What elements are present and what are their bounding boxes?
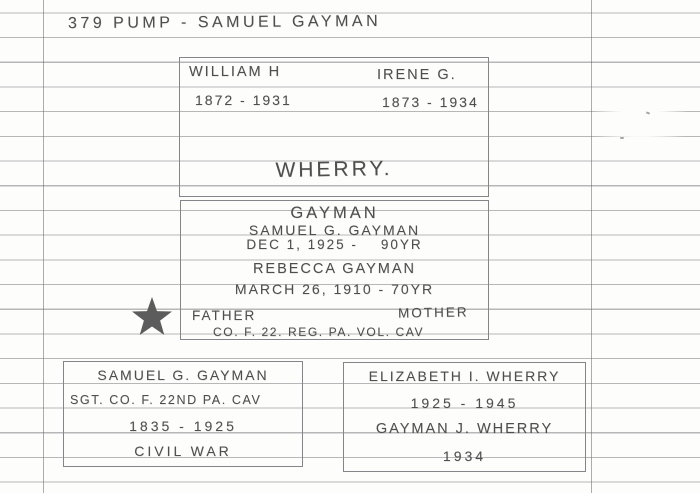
star-icon bbox=[132, 297, 172, 335]
father-label: FATHER bbox=[192, 308, 257, 323]
child1-dates: 1925 - 1945 bbox=[410, 395, 519, 411]
person1-dates: DEC 1, 1925 - 90YR bbox=[246, 237, 423, 252]
eraser-smudge bbox=[594, 88, 686, 152]
soldier-dates: 1835 - 1925 bbox=[129, 418, 237, 434]
child2-name: GAYMAN J. WHERRY bbox=[375, 421, 554, 437]
soldier-record-box: SAMUEL G. GAYMAN SGT. CO. F. 22ND PA. CA… bbox=[63, 361, 303, 467]
gayman-family-box: GAYMAN SAMUEL G. GAYMAN DEC 1, 1925 - 90… bbox=[180, 200, 489, 340]
left-margin-line bbox=[43, 0, 45, 493]
pencil-speck bbox=[620, 137, 624, 139]
soldier-unit: SGT. CO. F. 22ND PA. CAV bbox=[70, 393, 262, 407]
star-shape bbox=[132, 297, 172, 335]
family-surname: WHERRY. bbox=[275, 156, 393, 183]
person2-name: REBECCA GAYMAN bbox=[252, 261, 417, 277]
wherry-parents-box: WILLIAM H IRENE G. 1872 - 1931 1873 - 19… bbox=[179, 57, 489, 197]
card-title: 379 PUMP - SAMUEL GAYMAN bbox=[67, 12, 382, 33]
soldier-name: SAMUEL G. GAYMAN bbox=[97, 367, 269, 383]
person1-name: SAMUEL G. GAYMAN bbox=[248, 222, 421, 238]
mother-label: MOTHER bbox=[397, 304, 469, 321]
regiment-note: CO. F. 22. REG. PA. VOL. CAV bbox=[213, 325, 425, 339]
husband-name: WILLIAM H bbox=[189, 64, 282, 80]
surname-heading: GAYMAN bbox=[290, 204, 379, 222]
husband-dates: 1872 - 1931 bbox=[195, 92, 292, 108]
wherry-children-box: ELIZABETH I. WHERRY 1925 - 1945 GAYMAN J… bbox=[343, 362, 586, 472]
wife-name: IRENE G. bbox=[377, 67, 457, 83]
right-margin-line bbox=[591, 0, 593, 493]
person2-dates: MARCH 26, 1910 - 70YR bbox=[234, 281, 435, 297]
child2-dates: 1934 bbox=[442, 448, 487, 464]
child1-name: ELIZABETH I. WHERRY bbox=[368, 368, 561, 384]
soldier-war: CIVIL WAR bbox=[134, 443, 232, 459]
wife-dates: 1873 - 1934 bbox=[382, 94, 479, 110]
